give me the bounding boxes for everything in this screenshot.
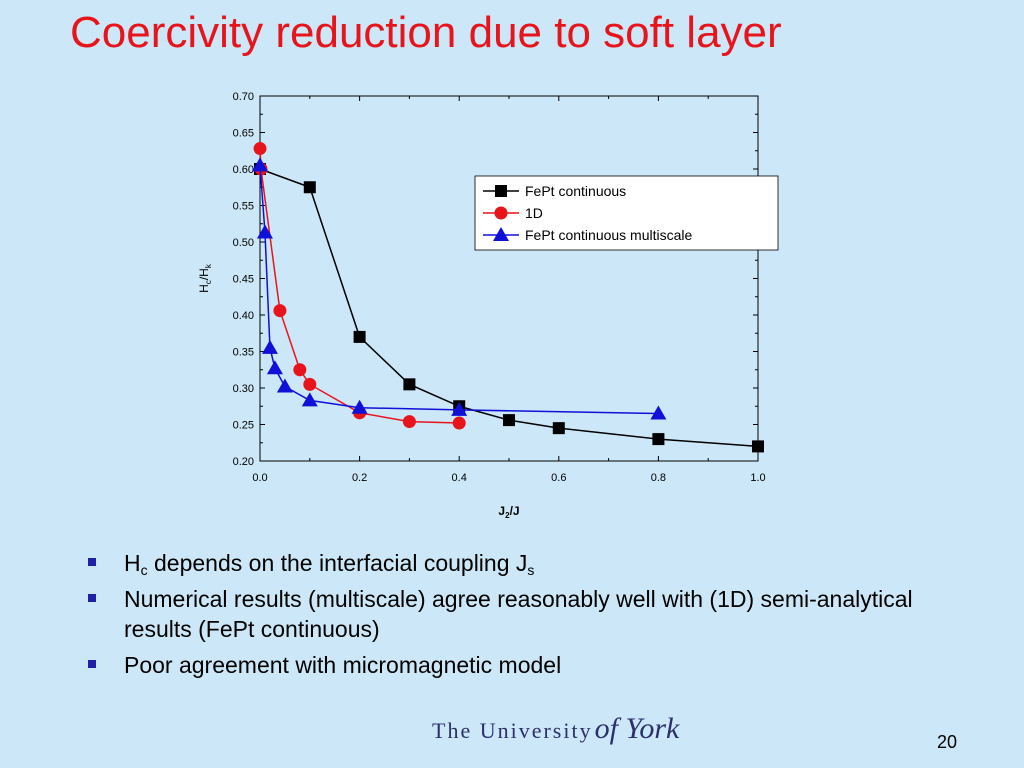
y-tick-label: 0.35	[233, 347, 254, 359]
data-point	[276, 378, 293, 393]
legend-marker	[493, 227, 509, 241]
x-tick-label: 0.4	[452, 472, 467, 484]
y-tick-label: 0.65	[233, 128, 254, 140]
plot-frame	[259, 95, 759, 462]
logo-script: of York	[594, 712, 680, 745]
legend-box	[474, 175, 779, 251]
data-point	[301, 392, 318, 407]
data-point	[266, 360, 283, 375]
x-tick-label: 0.6	[551, 472, 566, 484]
data-point	[261, 339, 278, 354]
data-point	[503, 414, 515, 427]
data-point	[752, 440, 764, 453]
bullet-sub-c: c	[140, 562, 148, 578]
y-tick-label: 0.45	[233, 274, 254, 286]
data-point	[402, 415, 416, 429]
y-tick-label: 0.30	[233, 383, 254, 395]
bullet-item: Hc depends on the interfacial coupling J…	[86, 548, 966, 578]
bullet-text-h: H	[124, 550, 141, 576]
page-number: 20	[937, 732, 958, 752]
x-tick-label: 0.0	[252, 472, 267, 484]
bullet-sub-s: s	[527, 562, 535, 578]
bullet-text: Numerical results (multiscale) agree rea…	[124, 586, 913, 642]
legend-label: FePt continuous	[525, 183, 626, 199]
x-axis-label: J2/J	[498, 504, 519, 520]
legend-marker	[494, 206, 508, 220]
y-tick-label: 0.25	[233, 420, 254, 432]
data-point	[452, 416, 466, 430]
data-point	[256, 224, 273, 239]
data-point	[303, 377, 317, 391]
legend-label: FePt continuous multiscale	[525, 227, 693, 243]
legend: FePt continuous 1D FePt continuous multisc…	[474, 175, 779, 251]
x-tick-label: 0.2	[352, 472, 367, 484]
data-point	[293, 363, 307, 377]
data-point	[303, 181, 316, 194]
data-point	[353, 330, 366, 343]
bullet-text: Poor agreement with micromagnetic model	[124, 652, 562, 678]
x-tick-label: 0.8	[651, 472, 666, 484]
chart: 0.20 0.25 0.30 0.35 0.40 0.45 0.50 0.55 0.60 0.65…	[197, 91, 779, 520]
data-point	[253, 142, 267, 156]
data-point	[451, 401, 468, 416]
logo-text: The University	[432, 718, 593, 743]
x-tick-label: 1.0	[750, 472, 765, 484]
bullet-item: Poor agreement with micromagnetic model	[86, 650, 966, 680]
series-triangle	[252, 157, 667, 420]
y-axis-label: Hc/Hk	[197, 263, 213, 293]
data-point	[252, 157, 268, 172]
y-tick-label: 0.60	[233, 164, 254, 176]
series-line	[259, 148, 460, 424]
y-tick-label: 0.50	[233, 237, 254, 249]
data-point	[652, 433, 665, 446]
data-point	[650, 405, 667, 420]
bullet-list: Hc depends on the interfacial coupling J…	[86, 548, 966, 686]
bullet-text-mid: depends on the interfacial coupling J	[147, 550, 528, 576]
data-point	[403, 378, 416, 391]
legend-label: 1D	[525, 205, 543, 221]
university-logo: The Universityof York	[432, 712, 679, 746]
legend-marker	[495, 185, 507, 197]
y-tick-label: 0.20	[233, 456, 254, 468]
data-point	[351, 399, 368, 414]
data-point	[273, 304, 287, 318]
bullet-marker	[88, 594, 96, 602]
y-tick-label: 0.70	[233, 91, 254, 103]
slide-title: Coercivity reduction due to soft layer	[70, 8, 782, 57]
y-tick-label: 0.40	[233, 310, 254, 322]
data-point	[552, 422, 565, 435]
bullet-marker	[88, 558, 96, 566]
bullet-marker	[88, 660, 96, 668]
y-tick-label: 0.55	[233, 201, 254, 213]
bullet-item: Numerical results (multiscale) agree rea…	[86, 584, 966, 644]
